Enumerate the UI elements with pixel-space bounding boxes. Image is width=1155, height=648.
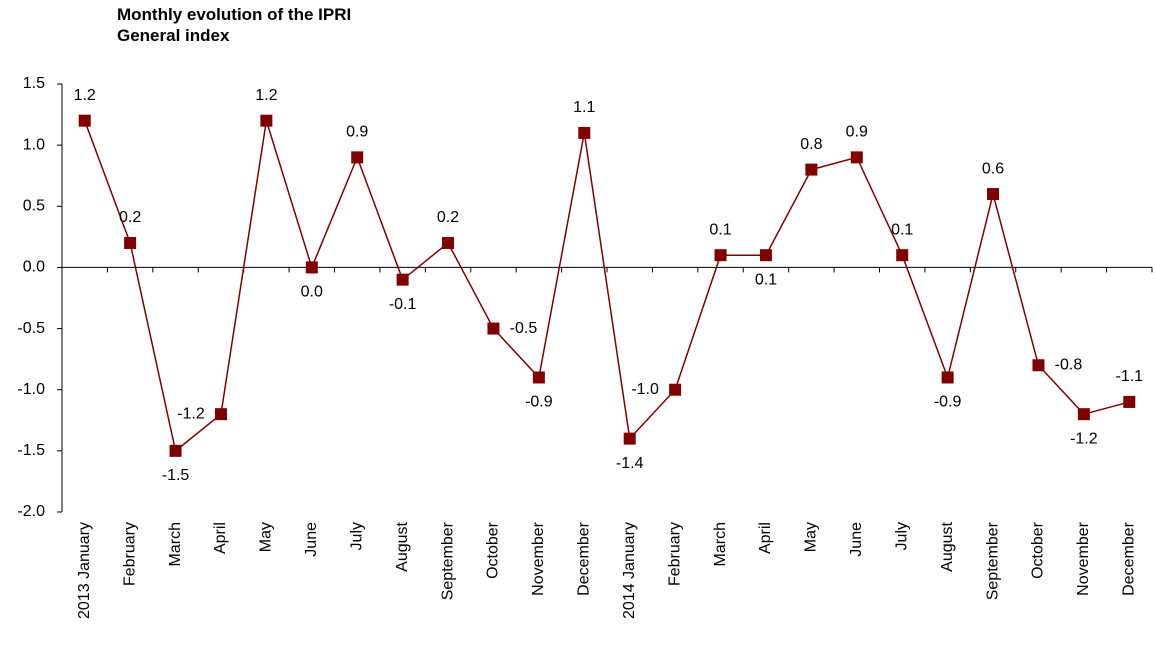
data-marker [169, 444, 182, 457]
x-tick-label: March [167, 522, 184, 566]
data-marker [214, 408, 227, 421]
data-marker [351, 151, 364, 164]
x-tick-label: October [485, 521, 502, 579]
data-marker [896, 249, 909, 262]
x-tick-label: October [1030, 521, 1047, 579]
data-label: 0.0 [301, 284, 323, 301]
x-tick-label: June [303, 522, 320, 557]
data-marker [487, 322, 500, 335]
x-tick-label: July [348, 522, 365, 550]
data-label: -1.5 [162, 467, 190, 484]
data-label: 0.9 [346, 124, 368, 141]
data-label: 0.8 [800, 136, 822, 153]
y-tick-label: -2.0 [17, 503, 45, 520]
data-marker [987, 188, 1000, 201]
x-tick-label: November [1075, 521, 1092, 595]
data-label: 0.1 [891, 221, 913, 238]
x-tick-label: February [666, 522, 683, 586]
chart-title: Monthly evolution of the IPRI General in… [117, 5, 352, 45]
data-marker [260, 114, 273, 127]
x-tick-label: February [121, 522, 138, 586]
data-label: 0.6 [982, 160, 1004, 177]
data-marker [1123, 395, 1136, 408]
x-tick-label: May [803, 522, 820, 552]
y-tick-label: 0.5 [23, 198, 45, 215]
x-tick-label: December [576, 521, 593, 595]
x-tick-label: June [848, 522, 865, 557]
data-marker [941, 371, 954, 384]
data-marker [623, 432, 636, 445]
data-label: -1.0 [631, 381, 659, 398]
data-marker [578, 126, 591, 139]
y-tick-label: -0.5 [17, 320, 45, 337]
data-label: 0.1 [709, 221, 731, 238]
x-tick-label: April [757, 522, 774, 554]
data-marker [78, 114, 91, 127]
data-marker [714, 249, 727, 262]
x-tick-label: December [1121, 521, 1138, 595]
data-marker [1032, 359, 1045, 372]
data-label: 1.2 [74, 87, 96, 104]
y-tick-label: 1.0 [23, 136, 45, 153]
data-marker [805, 163, 818, 176]
data-marker [850, 151, 863, 164]
x-tick-label: March [712, 522, 729, 566]
data-label: 0.2 [119, 209, 141, 226]
data-marker [532, 371, 545, 384]
data-marker [124, 236, 137, 249]
data-label: -1.2 [177, 405, 205, 422]
x-tick-label: 2014 January [621, 522, 638, 619]
x-tick-label: September [439, 521, 456, 600]
x-tick-label: 2013 January [76, 522, 93, 619]
x-tick-label: May [258, 522, 275, 552]
data-marker [759, 249, 772, 262]
data-label: -0.9 [525, 394, 553, 411]
data-label: 0.1 [755, 271, 777, 288]
data-label: -1.1 [1116, 368, 1144, 385]
data-marker [442, 236, 455, 249]
data-label: -1.4 [616, 455, 644, 472]
data-label: 1.1 [573, 99, 595, 116]
x-tick-label: April [212, 522, 229, 554]
data-marker [1077, 408, 1090, 421]
data-label: -0.8 [1055, 356, 1083, 373]
y-tick-label: -1.5 [17, 442, 45, 459]
data-label: 0.9 [846, 124, 868, 141]
y-tick-label: 1.5 [23, 75, 45, 92]
y-tick-label: -1.0 [17, 381, 45, 398]
data-label: -0.5 [510, 320, 538, 337]
x-tick-label: September [984, 521, 1001, 600]
data-label: -1.2 [1070, 430, 1098, 447]
data-line [84, 120, 1130, 453]
data-marker [396, 273, 409, 286]
x-tick-label: July [893, 522, 910, 550]
data-label: -0.9 [934, 394, 962, 411]
x-tick-label: August [939, 521, 956, 571]
data-label: 1.2 [255, 87, 277, 104]
y-tick-label: 0.0 [23, 259, 45, 276]
data-marker [305, 261, 318, 274]
x-tick-label: August [394, 521, 411, 571]
data-label: -0.1 [389, 296, 417, 313]
data-marker [669, 383, 682, 396]
data-label: 0.2 [437, 209, 459, 226]
x-tick-label: November [530, 521, 547, 595]
